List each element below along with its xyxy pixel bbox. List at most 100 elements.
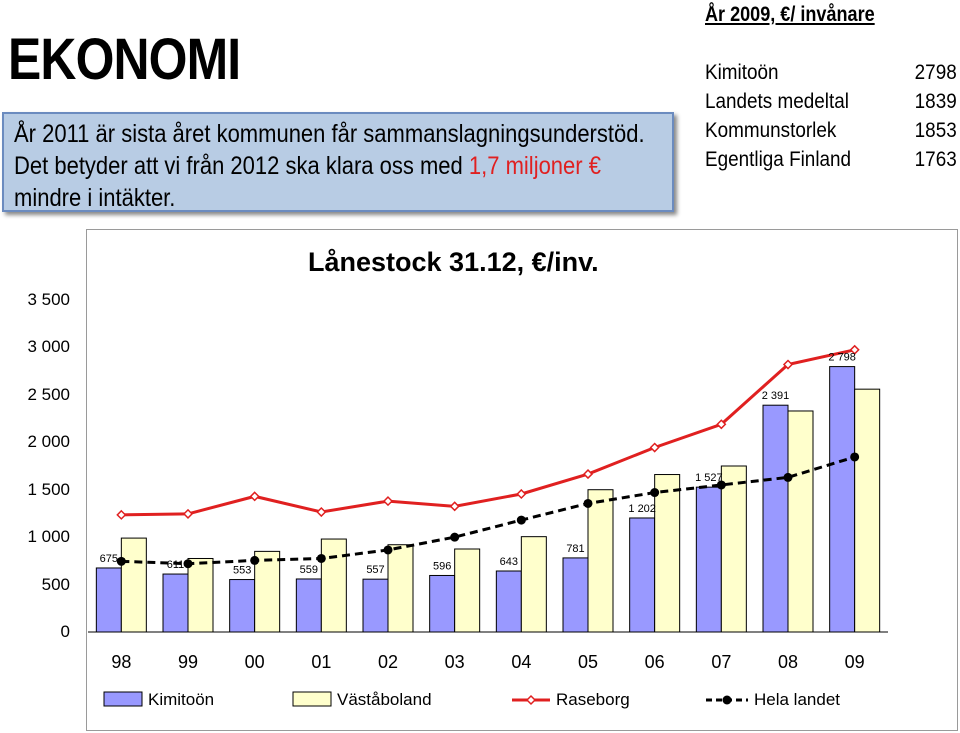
- bar-vastaboland: [587, 489, 614, 633]
- bar-vastaboland: [320, 538, 347, 633]
- bar-vastaboland: [120, 537, 147, 633]
- point-hela-landet: [650, 488, 660, 498]
- point-hela-landet: [116, 556, 126, 566]
- bar-kimitoon: [695, 486, 722, 633]
- bar-kimitoon: [562, 557, 589, 633]
- info-line-2-text: Det betyder att vi från 2012 ska klara o…: [14, 152, 469, 180]
- bar-vastaboland: [854, 388, 881, 633]
- bar-vastaboland: [387, 544, 414, 633]
- stat-value: 2798: [914, 61, 957, 84]
- x-tick-label: 09: [845, 652, 865, 672]
- point-raseborg: [182, 508, 194, 519]
- x-tick-label: 08: [778, 652, 798, 672]
- stat-name: Kimitoön: [705, 61, 779, 84]
- bar-kimitoon: [495, 570, 522, 633]
- bar-kimitoon: [762, 404, 789, 633]
- stat-row: Landets medeltal 1839: [705, 87, 957, 116]
- data-label: 675: [100, 553, 118, 565]
- stats-header: År 2009, €/ invånare: [705, 3, 875, 26]
- point-raseborg: [116, 509, 127, 520]
- info-box: År 2011 är sista året kommunen får samma…: [2, 112, 674, 212]
- point-raseborg: [582, 469, 594, 480]
- legend-label-kimitoon: Kimitoön: [148, 690, 214, 709]
- point-raseborg: [382, 496, 394, 507]
- legend-marker-hela-landet: [722, 695, 732, 705]
- line-raseborg: [121, 348, 855, 517]
- point-hela-landet: [383, 545, 393, 555]
- page-title: EKONOMI: [8, 27, 241, 92]
- bar-kimitoon: [429, 574, 456, 633]
- legend-swatch-kimitoon: [103, 691, 143, 707]
- legend-label-raseborg: Raseborg: [556, 690, 630, 709]
- point-raseborg: [249, 491, 260, 502]
- x-tick-label: 07: [711, 652, 731, 672]
- info-line-2: Det betyder att vi från 2012 ska klara o…: [14, 150, 601, 182]
- point-hela-landet: [516, 515, 526, 525]
- point-raseborg: [649, 442, 660, 453]
- data-label: 643: [500, 556, 518, 568]
- y-tick-label: 2 500: [27, 384, 70, 404]
- y-tick-label: 1 500: [27, 479, 70, 499]
- bar-kimitoon: [162, 573, 189, 633]
- x-tick-label: 99: [178, 652, 198, 672]
- point-raseborg: [516, 488, 527, 500]
- legend-label-vastaboland: Väståboland: [337, 690, 432, 709]
- data-label: 553: [233, 565, 251, 577]
- bar-vastaboland: [254, 550, 281, 633]
- y-tick-label: 1 000: [27, 527, 70, 547]
- info-line-3: mindre i intäkter.: [14, 184, 176, 212]
- stat-row: Kimitoön 2798: [705, 58, 957, 87]
- point-hela-landet: [183, 559, 193, 569]
- line-hela-landet: [121, 455, 856, 566]
- data-label: 2 798: [828, 352, 856, 364]
- info-line-1: År 2011 är sista året kommunen får samma…: [14, 120, 645, 148]
- x-tick-label: 00: [245, 652, 265, 672]
- y-tick-label: 3 000: [27, 337, 70, 357]
- point-hela-landet: [850, 452, 860, 462]
- bar-vastaboland: [720, 465, 747, 633]
- x-tick-label: 02: [378, 652, 398, 672]
- stat-name: Kommunstorlek: [705, 119, 837, 142]
- data-label: 1 202: [628, 503, 656, 515]
- bar-vastaboland: [654, 474, 681, 633]
- point-raseborg: [449, 501, 460, 512]
- data-label: 557: [366, 564, 384, 576]
- legend-label-hela-landet: Hela landet: [754, 690, 840, 709]
- bar-vastaboland: [787, 410, 814, 633]
- data-label: 596: [433, 560, 451, 572]
- x-tick-label: 04: [511, 652, 531, 672]
- data-label: 1 527: [695, 472, 723, 484]
- x-tick-label: 06: [645, 652, 665, 672]
- point-raseborg: [716, 419, 727, 430]
- point-raseborg: [849, 344, 860, 355]
- stat-name: Landets medeltal: [705, 90, 849, 113]
- stat-row: Egentliga Finland 1763: [705, 145, 957, 174]
- x-tick-label: 05: [578, 652, 598, 672]
- legend-swatch-vastaboland: [292, 691, 332, 707]
- point-hela-landet: [716, 480, 726, 490]
- stats-table: Kimitoön 2798 Landets medeltal 1839 Kommun…: [705, 58, 957, 174]
- bar-kimitoon: [229, 579, 256, 633]
- data-label: 611: [167, 559, 185, 571]
- bar-kimitoon: [95, 567, 122, 633]
- bar-kimitoon: [362, 578, 389, 633]
- bar-kimitoon: [295, 578, 322, 633]
- y-tick-label: 0: [60, 622, 70, 641]
- point-hela-landet: [316, 553, 326, 563]
- y-tick-label: 500: [41, 574, 70, 594]
- bar-vastaboland: [454, 548, 481, 633]
- stat-value: 1839: [914, 90, 957, 113]
- x-tick-label: 01: [311, 652, 331, 672]
- stat-row: Kommunstorlek 1853: [705, 116, 957, 145]
- y-tick-label: 3 500: [27, 290, 70, 309]
- bar-kimitoon: [829, 366, 856, 633]
- point-hela-landet: [450, 532, 460, 542]
- data-label: 781: [566, 543, 584, 555]
- chart-frame: [86, 229, 958, 731]
- stat-value: 1763: [914, 148, 957, 171]
- point-hela-landet: [583, 498, 593, 508]
- stat-name: Egentliga Finland: [705, 148, 852, 171]
- bar-kimitoon: [629, 517, 656, 633]
- point-raseborg: [316, 506, 327, 518]
